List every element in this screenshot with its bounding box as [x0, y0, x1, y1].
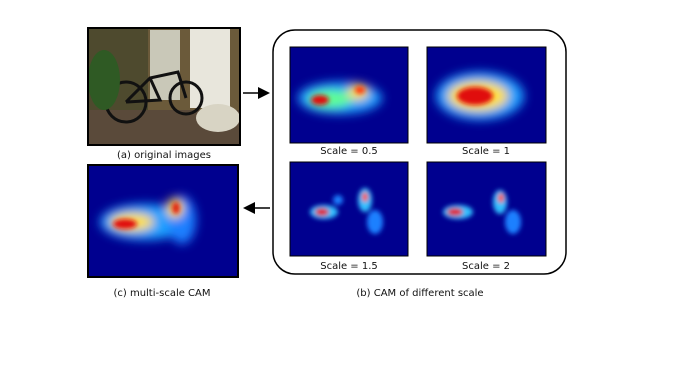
heatmap-frame — [289, 161, 409, 257]
caption: (a) original images — [117, 150, 211, 161]
heatmap — [88, 165, 238, 277]
heatmap — [427, 162, 546, 256]
scale-label: Scale = 2 — [462, 261, 510, 272]
scale-label: Scale = 0.5 — [320, 146, 378, 157]
group-box — [272, 29, 567, 275]
caption: (b) CAM of different scale — [356, 288, 483, 299]
heatmap — [290, 162, 408, 256]
heatmap-frame — [426, 161, 547, 257]
heatmap — [427, 47, 546, 143]
heatmap — [290, 47, 408, 143]
scale-label: Scale = 1.5 — [320, 261, 378, 272]
original-image — [88, 28, 240, 145]
heatmap-frame — [87, 164, 239, 278]
image-frame — [87, 27, 241, 146]
scale-label: Scale = 1 — [462, 146, 510, 157]
caption: (c) multi-scale CAM — [113, 288, 210, 299]
heatmap-frame — [289, 46, 409, 144]
heatmap-frame — [426, 46, 547, 144]
